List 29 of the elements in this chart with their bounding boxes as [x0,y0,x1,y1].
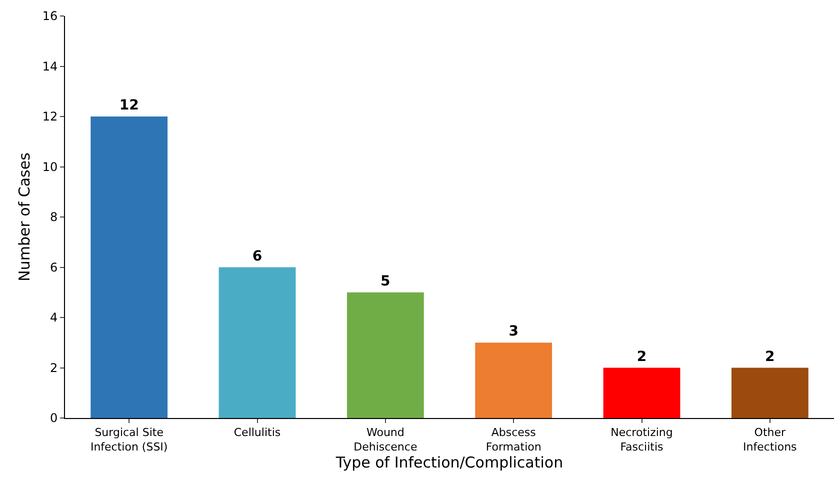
data-label: 2 [765,348,775,365]
bar [218,267,296,418]
bar [731,368,808,418]
bar [346,292,424,418]
x-tick-label: Abscess Formation [486,426,542,454]
bar [475,342,552,418]
bar [603,368,680,418]
y-tick-label: 16 [42,9,58,24]
data-label: 12 [119,98,139,114]
y-tick-label: 8 [50,210,58,224]
x-tick-label: Cellulitis [234,426,281,440]
x-tick-label: Necrotizing Fasciitis [610,426,673,454]
x-axis-title: Type of Infection/Complication [334,454,564,472]
y-tick-label: 10 [42,160,58,174]
y-tick-label: 4 [50,310,58,325]
x-tick-label: Other Infections [743,426,798,454]
y-tick-label: 6 [50,260,58,274]
x-tick-label: Wound Dehiscence [354,426,418,454]
data-label: 6 [252,248,262,264]
data-label: 2 [636,348,647,365]
y-tick-label: 12 [42,110,58,124]
y-tick-label: 2 [50,360,58,375]
y-axis-title: Number of Cases [16,152,34,282]
data-label: 5 [380,273,390,290]
y-tick-label: 0 [50,411,58,426]
x-tick-label: Surgical Site Infection (SSI) [90,426,168,454]
y-tick-label: 14 [42,59,58,74]
bar [90,116,168,418]
data-label: 3 [508,324,518,340]
